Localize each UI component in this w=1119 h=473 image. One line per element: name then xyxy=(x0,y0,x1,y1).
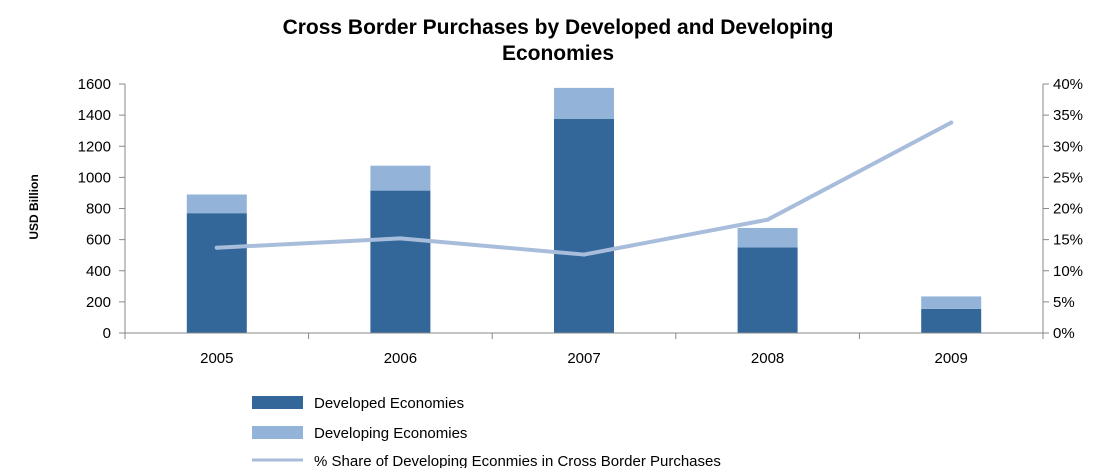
y-tick-label: 1000 xyxy=(78,169,111,186)
developing-bar-2006 xyxy=(370,165,431,191)
x-tick-label: 2008 xyxy=(751,350,784,367)
developed-bar-2008 xyxy=(737,247,798,333)
developed-bar-2005 xyxy=(186,213,247,333)
y-axis-label: USD Billion xyxy=(27,174,41,239)
axes-group: 0 200 400 600 800 1000 1200 1400 1600 0% 5% 10% 15% 2… xyxy=(78,76,1083,367)
x-tick-label: 2005 xyxy=(200,350,233,367)
legend: Developed Economies Developing Economies%… xyxy=(252,395,721,470)
y-tick-label: 0 xyxy=(103,325,111,342)
y-tick-label: 800 xyxy=(86,201,111,218)
developing-bar-2007 xyxy=(554,87,614,120)
y2-tick-label: 5% xyxy=(1053,294,1075,311)
developing-bar-2005 xyxy=(186,194,247,214)
legend-swatch-developed xyxy=(252,396,303,409)
y-tick-label: 200 xyxy=(86,294,111,311)
y2-tick-label: 35% xyxy=(1053,107,1083,124)
x-tick-label: 2006 xyxy=(384,350,417,367)
y2-tick-label: 30% xyxy=(1053,138,1083,155)
y2-tick-label: 15% xyxy=(1053,232,1083,249)
y2-tick-label: 25% xyxy=(1053,169,1083,186)
y-tick-label: 1400 xyxy=(78,107,111,124)
y2-tick-label: 0% xyxy=(1053,325,1075,342)
y2-tick-label: 10% xyxy=(1053,263,1083,280)
share-point-2006 xyxy=(398,236,403,241)
bars-group xyxy=(186,87,982,333)
developing-bar-2009 xyxy=(921,296,982,309)
developed-bar-2009 xyxy=(921,308,982,333)
developed-bar-2006 xyxy=(370,190,431,333)
developing-bar-2008 xyxy=(737,227,798,248)
share-point-2005 xyxy=(214,245,219,250)
y-tick-label: 600 xyxy=(86,232,111,249)
share-point-2009 xyxy=(949,120,954,125)
y-tick-label: 1200 xyxy=(78,138,111,155)
x-tick-label: 2009 xyxy=(935,350,968,367)
share-point-2008 xyxy=(765,217,770,222)
legend-label: Developed Economies xyxy=(314,395,464,412)
x-tick-label: 2007 xyxy=(567,350,600,367)
y-tick-label: 400 xyxy=(86,263,111,280)
legend-swatch-developing xyxy=(252,426,303,439)
legend-label: Developing Economies xyxy=(314,425,467,442)
chart-title-line-1: Cross Border Purchases by Developed and … xyxy=(283,16,834,39)
y2-tick-label: 40% xyxy=(1053,76,1083,93)
share-line-group xyxy=(214,120,954,257)
y-tick-label: 1600 xyxy=(78,76,111,93)
legend-label: % Share of Developing Econmies in Cross … xyxy=(314,453,721,468)
chart-title-line-2: Economies xyxy=(502,42,614,65)
y2-tick-label: 20% xyxy=(1053,201,1083,218)
developed-bar-2007 xyxy=(554,119,614,333)
share-point-2007 xyxy=(582,252,586,257)
